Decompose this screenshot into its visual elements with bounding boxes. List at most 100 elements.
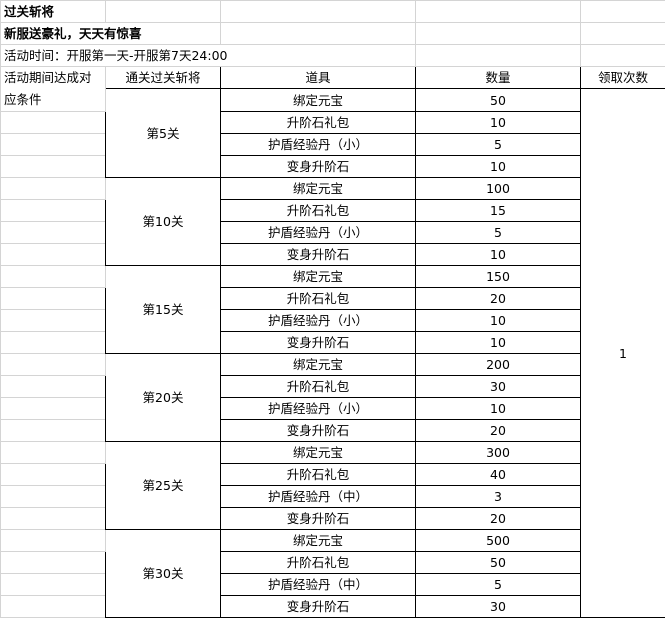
item-name[interactable]: 绑定元宝 <box>221 442 416 464</box>
item-quantity[interactable]: 10 <box>416 332 581 354</box>
cell[interactable] <box>1 134 106 156</box>
item-name[interactable]: 绑定元宝 <box>221 530 416 552</box>
item-name[interactable]: 护盾经验丹（小） <box>221 222 416 244</box>
item-name[interactable]: 绑定元宝 <box>221 266 416 288</box>
item-quantity[interactable]: 50 <box>416 552 581 574</box>
cell[interactable] <box>416 1 581 23</box>
item-name[interactable]: 护盾经验丹（小） <box>221 398 416 420</box>
item-name[interactable]: 变身升阶石 <box>221 332 416 354</box>
cell[interactable] <box>1 178 106 200</box>
cell[interactable] <box>1 376 106 398</box>
item-quantity[interactable]: 200 <box>416 354 581 376</box>
item-quantity[interactable]: 20 <box>416 508 581 530</box>
item-name[interactable]: 升阶石礼包 <box>221 464 416 486</box>
level-cell[interactable]: 第20关 <box>106 354 221 442</box>
cell[interactable] <box>416 23 581 45</box>
level-cell[interactable]: 第30关 <box>106 530 221 618</box>
item-quantity[interactable]: 15 <box>416 200 581 222</box>
item-quantity[interactable]: 5 <box>416 574 581 596</box>
item-name[interactable]: 绑定元宝 <box>221 178 416 200</box>
level-cell[interactable]: 第10关 <box>106 178 221 266</box>
cell[interactable] <box>1 464 106 486</box>
item-name[interactable]: 升阶石礼包 <box>221 112 416 134</box>
item-quantity[interactable]: 20 <box>416 288 581 310</box>
cell[interactable] <box>221 23 416 45</box>
cell[interactable] <box>1 332 106 354</box>
cell[interactable] <box>1 310 106 332</box>
header-level[interactable]: 通关过关斩将 <box>106 67 221 89</box>
item-name[interactable]: 升阶石礼包 <box>221 288 416 310</box>
header-quantity[interactable]: 数量 <box>416 67 581 89</box>
table-row: 护盾经验丹（小）5 <box>1 134 665 156</box>
sheet-subtitle[interactable]: 新服送豪礼，天天有惊喜 <box>1 23 221 45</box>
cell[interactable] <box>1 530 106 552</box>
activity-time[interactable]: 活动时间：开服第一天-开服第7天24:00 <box>1 45 416 67</box>
cell[interactable] <box>1 222 106 244</box>
item-name[interactable]: 升阶石礼包 <box>221 200 416 222</box>
cell[interactable] <box>1 288 106 310</box>
item-name[interactable]: 变身升阶石 <box>221 156 416 178</box>
item-name[interactable]: 护盾经验丹（小） <box>221 134 416 156</box>
item-name[interactable]: 护盾经验丹（中） <box>221 486 416 508</box>
item-name[interactable]: 升阶石礼包 <box>221 376 416 398</box>
header-claim-count[interactable]: 领取次数 <box>581 67 665 89</box>
item-quantity[interactable]: 150 <box>416 266 581 288</box>
level-cell[interactable]: 第15关 <box>106 266 221 354</box>
item-name[interactable]: 升阶石礼包 <box>221 552 416 574</box>
item-name[interactable]: 变身升阶石 <box>221 244 416 266</box>
cell[interactable] <box>1 112 106 134</box>
item-quantity[interactable]: 40 <box>416 464 581 486</box>
header-item[interactable]: 道具 <box>221 67 416 89</box>
claim-count[interactable]: 1 <box>581 89 665 618</box>
cell[interactable] <box>1 156 106 178</box>
sheet-title[interactable]: 过关斩将 <box>1 1 106 23</box>
item-name[interactable]: 变身升阶石 <box>221 596 416 618</box>
cell[interactable] <box>416 45 581 67</box>
item-quantity[interactable]: 300 <box>416 442 581 464</box>
item-quantity[interactable]: 30 <box>416 376 581 398</box>
level-cell[interactable]: 第5关 <box>106 89 221 178</box>
item-quantity[interactable]: 500 <box>416 530 581 552</box>
cell[interactable] <box>1 420 106 442</box>
level-cell[interactable]: 第25关 <box>106 442 221 530</box>
cell[interactable] <box>1 442 106 464</box>
item-quantity[interactable]: 50 <box>416 89 581 112</box>
item-quantity[interactable]: 3 <box>416 486 581 508</box>
item-name[interactable]: 绑定元宝 <box>221 89 416 112</box>
item-quantity[interactable]: 10 <box>416 398 581 420</box>
item-quantity[interactable]: 5 <box>416 222 581 244</box>
item-quantity[interactable]: 30 <box>416 596 581 618</box>
cell[interactable] <box>1 486 106 508</box>
item-quantity[interactable]: 20 <box>416 420 581 442</box>
cell[interactable] <box>1 244 106 266</box>
cell[interactable] <box>1 266 106 288</box>
cell[interactable] <box>1 596 106 618</box>
cell[interactable] <box>1 398 106 420</box>
cell[interactable] <box>1 508 106 530</box>
cell[interactable] <box>1 200 106 222</box>
item-quantity[interactable]: 10 <box>416 244 581 266</box>
cell[interactable] <box>1 552 106 574</box>
item-quantity[interactable]: 5 <box>416 134 581 156</box>
item-quantity[interactable]: 10 <box>416 112 581 134</box>
item-name[interactable]: 护盾经验丹（中） <box>221 574 416 596</box>
item-quantity[interactable]: 10 <box>416 156 581 178</box>
cell[interactable] <box>1 574 106 596</box>
cell[interactable] <box>581 1 665 23</box>
cell[interactable] <box>581 45 665 67</box>
cell[interactable] <box>1 354 106 376</box>
cell[interactable] <box>581 23 665 45</box>
cell[interactable] <box>221 1 416 23</box>
item-name[interactable]: 变身升阶石 <box>221 508 416 530</box>
item-quantity[interactable]: 10 <box>416 310 581 332</box>
item-name[interactable]: 护盾经验丹（小） <box>221 310 416 332</box>
item-quantity[interactable]: 100 <box>416 178 581 200</box>
cell[interactable] <box>106 1 221 23</box>
item-name[interactable]: 变身升阶石 <box>221 420 416 442</box>
item-name[interactable]: 绑定元宝 <box>221 354 416 376</box>
condition-text[interactable]: 活动期间达成对应条件 <box>1 67 106 112</box>
table-row: 护盾经验丹（中）5 <box>1 574 665 596</box>
